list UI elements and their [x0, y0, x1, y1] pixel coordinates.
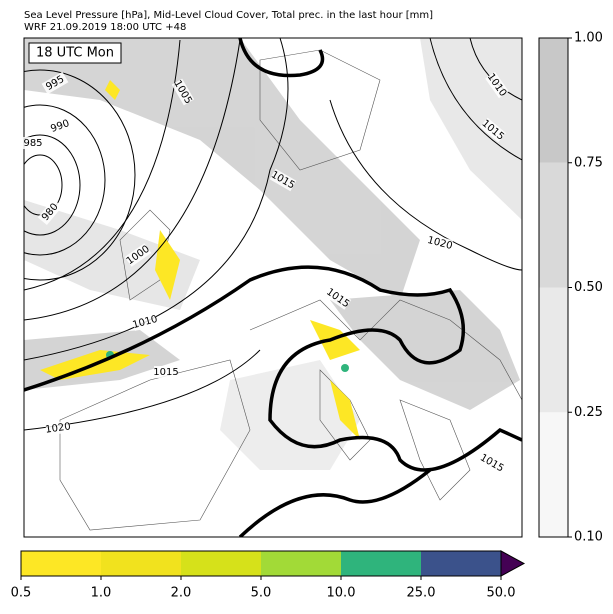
contour-label-bg — [46, 116, 74, 136]
precip-colorbar-segment — [181, 551, 261, 576]
tick-label: 0.50 — [574, 280, 603, 295]
tick-label: 0.5 — [11, 586, 32, 601]
tick-label: 10.0 — [327, 586, 356, 601]
tick-label: 0.75 — [574, 155, 603, 170]
contour-label-bg — [41, 71, 69, 95]
contour-label-bg — [131, 313, 159, 331]
time-box — [28, 42, 122, 64]
contour-label-bg — [485, 71, 509, 99]
contour-label-bg — [478, 451, 506, 475]
cloud-colorbar-segment — [539, 162, 568, 288]
tick-label: 0.25 — [574, 405, 603, 420]
precip-colorbar-extend — [500, 550, 526, 577]
cloud-colorbar-segment — [539, 38, 568, 163]
map-frame — [23, 37, 523, 538]
precip-colorbar-segment — [261, 551, 341, 576]
precip-colorbar-segment — [101, 551, 181, 576]
contour-label-bg — [324, 286, 352, 310]
title: Sea Level Pressure [hPa], Mid-Level Clou… — [24, 10, 433, 21]
subtitle: WRF 21.09.2019 18:00 UTC +48 — [24, 22, 186, 33]
contour-label-bg — [45, 420, 71, 436]
contour-label-bg — [124, 243, 152, 267]
tick-label: 0.10 — [574, 530, 603, 545]
contour-label-bg — [269, 168, 297, 192]
tick-label: 5.0 — [251, 586, 272, 601]
contour-label: 985 — [23, 138, 42, 149]
precip-colorbar-segment — [21, 551, 101, 576]
map-area — [24, 38, 522, 537]
tick-label: 2.0 — [171, 586, 192, 601]
tick-label: 1.0 — [91, 586, 112, 601]
contour-label-bg — [21, 137, 45, 149]
cloud-colorbar-segment — [539, 287, 568, 413]
contour-label-bg — [479, 117, 507, 143]
tick-label: 50.0 — [487, 586, 516, 601]
contour-label-bg — [171, 78, 195, 106]
contour-label: 1015 — [153, 367, 178, 378]
thick-isobar — [24, 38, 522, 537]
tick-label: 25.0 — [407, 586, 436, 601]
precip-colorbar-segment — [421, 551, 501, 576]
time-label: 18 UTC Mon — [36, 46, 114, 61]
contour-label: 1020 — [45, 421, 72, 435]
tick-label: 1.00 — [574, 31, 603, 46]
contour-label-bg — [154, 366, 178, 378]
contour-label-bg — [37, 198, 63, 226]
cloud-colorbar-segment — [539, 412, 568, 537]
precip-colorbar-segment — [341, 551, 421, 576]
